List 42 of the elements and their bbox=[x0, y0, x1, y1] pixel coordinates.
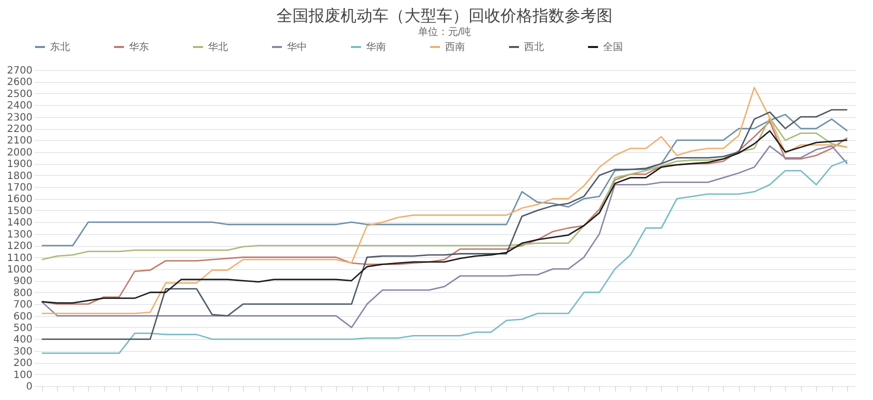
line-series bbox=[41, 86, 848, 314]
legend-label: 华中 bbox=[287, 41, 307, 53]
y-tick-label: 1000 bbox=[7, 264, 32, 276]
y-tick-label: 100 bbox=[13, 370, 32, 381]
legend-label: 华东 bbox=[129, 41, 149, 53]
chart-title: 全国报废机动车（大型车）回收价格指数参考图 bbox=[276, 6, 612, 25]
y-tick-label: 2100 bbox=[7, 136, 32, 147]
line-series bbox=[41, 159, 848, 354]
y-tick-label: 2300 bbox=[7, 112, 32, 124]
y-tick-label: 0 bbox=[26, 382, 32, 392]
y-tick-label: 2000 bbox=[7, 147, 32, 158]
legend-label: 西南 bbox=[445, 41, 465, 53]
y-tick-label: 700 bbox=[13, 300, 32, 311]
y-tick-label: 1300 bbox=[7, 229, 32, 240]
y-tick-label: 2600 bbox=[7, 77, 32, 88]
chart-subtitle: 单位：元/吨 bbox=[418, 26, 472, 38]
y-tick-label: 800 bbox=[13, 288, 32, 299]
y-tick-label: 2500 bbox=[7, 88, 32, 100]
y-tick-label: 2700 bbox=[7, 66, 32, 76]
y-tick-label: 200 bbox=[13, 358, 32, 370]
line-series bbox=[41, 145, 848, 328]
y-tick-label: 1600 bbox=[7, 194, 32, 206]
y-tick-label: 2200 bbox=[7, 124, 32, 136]
y-tick-label: 300 bbox=[13, 346, 32, 358]
y-tick-label: 600 bbox=[13, 311, 32, 322]
y-tick-label: 1700 bbox=[7, 182, 32, 194]
y-tick-label: 1800 bbox=[7, 170, 32, 182]
y-tick-label: 900 bbox=[13, 276, 32, 288]
y-tick-label: 2400 bbox=[7, 100, 32, 112]
y-tick-label: 1100 bbox=[7, 252, 32, 264]
y-tick-label: 400 bbox=[13, 334, 32, 346]
legend-label: 西北 bbox=[524, 41, 544, 53]
line-series bbox=[41, 109, 848, 340]
legend-label: 东北 bbox=[50, 41, 70, 53]
y-tick-label: 1500 bbox=[7, 206, 32, 217]
legend-label: 华南 bbox=[366, 41, 386, 53]
legend-label: 华北 bbox=[208, 41, 228, 53]
y-tick-label: 1200 bbox=[7, 241, 32, 252]
y-tick-label: 500 bbox=[13, 322, 32, 334]
legend-label: 全国 bbox=[603, 41, 623, 53]
y-tick-label: 1400 bbox=[7, 218, 32, 229]
y-tick-label: 1900 bbox=[7, 159, 32, 170]
